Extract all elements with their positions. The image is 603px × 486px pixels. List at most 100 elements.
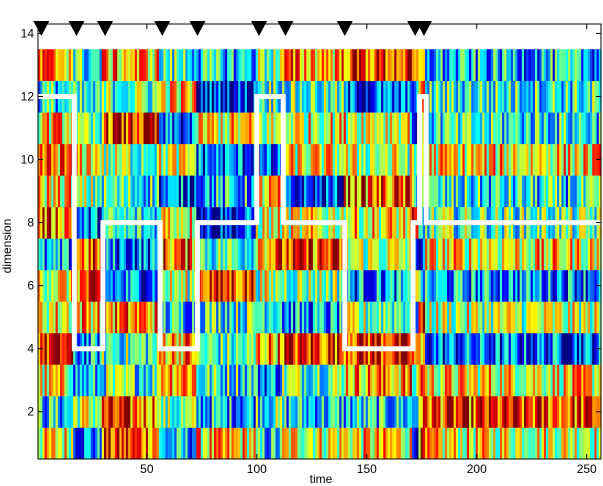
heat-cell — [365, 301, 369, 334]
heat-cell — [480, 175, 483, 208]
heat-cell — [49, 143, 52, 176]
heat-cell — [64, 143, 67, 176]
heat-cell — [361, 301, 364, 334]
change-point-marker — [336, 21, 353, 36]
heat-cell — [363, 301, 367, 334]
heat-cell — [334, 364, 338, 397]
heat-cell — [95, 238, 98, 271]
heat-cell — [147, 112, 151, 145]
heat-cell — [114, 175, 118, 208]
heat-cell — [271, 427, 274, 460]
heat-cell — [504, 395, 507, 428]
heat-cell — [416, 332, 419, 365]
heat-cell — [381, 427, 384, 460]
heat-cell — [484, 427, 487, 460]
heat-cell — [477, 269, 481, 302]
heat-cell — [361, 395, 364, 428]
heat-cell — [97, 238, 100, 271]
heat-cell — [548, 238, 551, 271]
heat-cell — [581, 332, 584, 365]
heat-cell — [381, 80, 384, 113]
heat-cell — [55, 112, 59, 145]
heat-cell — [194, 175, 197, 208]
heat-cell — [563, 395, 567, 428]
heat-cell — [315, 395, 318, 428]
heat-cell — [315, 143, 318, 176]
heat-cell — [572, 427, 575, 460]
heat-cell — [88, 206, 92, 239]
heat-cell — [352, 427, 356, 460]
heat-cell — [315, 80, 318, 113]
heat-cell — [594, 395, 597, 428]
heat-cell — [449, 112, 452, 145]
heat-cell — [469, 332, 472, 365]
heat-cell — [565, 175, 569, 208]
heat-cell — [592, 301, 595, 334]
heat-cell — [484, 112, 487, 145]
heat-cell — [574, 301, 578, 334]
heat-cell — [275, 332, 279, 365]
heat-cell — [125, 395, 129, 428]
heat-cell — [554, 80, 558, 113]
heat-cell — [528, 427, 531, 460]
heat-cell — [194, 395, 197, 428]
heat-cell — [92, 143, 96, 176]
heat-cell — [224, 395, 228, 428]
heat-cell — [466, 269, 470, 302]
heat-cell — [128, 427, 131, 460]
heat-cell — [312, 301, 316, 334]
heat-cell — [110, 395, 114, 428]
heat-cell — [286, 112, 290, 145]
heat-cell — [326, 49, 329, 82]
heat-cell — [141, 332, 144, 365]
heat-cell — [425, 49, 428, 82]
heat-cell — [392, 301, 395, 334]
heat-cell — [211, 395, 215, 428]
heat-cell — [172, 80, 175, 113]
heat-cell — [255, 395, 259, 428]
heat-cell — [106, 364, 109, 397]
heat-cell — [231, 112, 235, 145]
heat-cell — [185, 143, 188, 176]
heat-cell — [110, 427, 114, 460]
heat-cell — [337, 112, 340, 145]
heat-cell — [352, 364, 356, 397]
heat-cell — [297, 143, 301, 176]
heat-cell — [46, 395, 50, 428]
heat-cell — [524, 269, 527, 302]
heat-cell — [499, 49, 503, 82]
heat-cell — [559, 49, 562, 82]
heat-cell — [367, 143, 371, 176]
heat-cell — [110, 112, 114, 145]
heat-cell — [559, 143, 562, 176]
heat-cell — [480, 49, 483, 82]
heat-cell — [541, 427, 545, 460]
heat-cell — [323, 395, 327, 428]
heat-cell — [147, 80, 151, 113]
heat-cell — [110, 364, 114, 397]
heat-cell — [425, 301, 428, 334]
heat-cell — [134, 301, 138, 334]
heat-cell — [249, 143, 252, 176]
heat-cell — [218, 238, 221, 271]
heat-cell — [92, 112, 96, 145]
heat-cell — [442, 332, 446, 365]
heat-cell — [517, 175, 520, 208]
heat-cell — [224, 332, 228, 365]
heat-cell — [306, 49, 309, 82]
heat-cell — [451, 49, 454, 82]
heat-cell — [46, 364, 50, 397]
heat-cell — [110, 332, 114, 365]
heat-cell — [288, 395, 292, 428]
heat-cell — [57, 175, 61, 208]
heat-cell — [176, 143, 180, 176]
heat-cell — [583, 427, 586, 460]
heat-cell — [552, 332, 556, 365]
heat-cell — [288, 143, 292, 176]
heat-cell — [152, 364, 155, 397]
heat-cell — [64, 301, 67, 334]
heat-cell — [86, 427, 89, 460]
heat-cell — [275, 175, 279, 208]
heat-cell — [46, 175, 50, 208]
heat-cell — [66, 49, 70, 82]
